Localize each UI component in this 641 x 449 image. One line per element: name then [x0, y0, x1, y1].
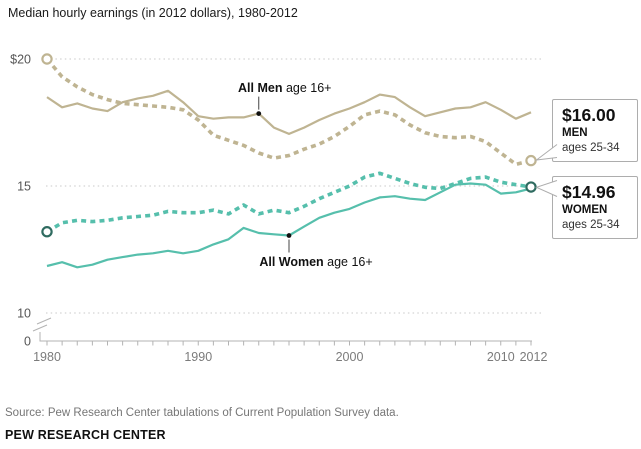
- callout-men: $16.00 MEN ages 25-34: [552, 99, 638, 162]
- svg-text:2012: 2012: [520, 350, 548, 364]
- svg-text:0: 0: [24, 335, 31, 349]
- callout-men-ages: ages 25-34: [562, 142, 620, 154]
- source-note: Source: Pew Research Center tabulations …: [5, 407, 399, 419]
- svg-text:10: 10: [17, 307, 31, 321]
- chart-title: Median hourly earnings (in 2012 dollars)…: [8, 6, 298, 20]
- svg-text:$20: $20: [10, 53, 31, 67]
- annotation-all-women: All Women age 16+: [259, 255, 372, 269]
- callout-women-ages: ages 25-34: [562, 219, 620, 231]
- annotation-all-women-rest: age 16+: [323, 254, 373, 269]
- callout-men-value: $16.00: [562, 105, 616, 125]
- svg-text:2000: 2000: [336, 350, 364, 364]
- callout-women-group: WOMEN: [562, 204, 608, 216]
- annotation-all-men-bold: All Men: [238, 80, 283, 95]
- brand-footer: PEW RESEARCH CENTER: [5, 428, 166, 442]
- annotation-all-men-rest: age 16+: [282, 80, 332, 95]
- callout-women: $14.96 WOMEN ages 25-34: [552, 176, 638, 239]
- annotation-all-men: All Men age 16+: [238, 81, 331, 95]
- svg-text:15: 15: [17, 180, 31, 194]
- svg-text:2010: 2010: [487, 350, 515, 364]
- svg-text:1990: 1990: [184, 350, 212, 364]
- annotation-all-women-bold: All Women: [259, 254, 324, 269]
- callout-men-group: MEN: [562, 127, 588, 139]
- svg-text:1980: 1980: [33, 350, 61, 364]
- callout-women-value: $14.96: [562, 182, 616, 202]
